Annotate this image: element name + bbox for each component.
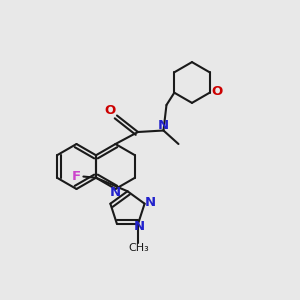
Text: CH₃: CH₃ xyxy=(128,243,149,253)
Text: N: N xyxy=(134,220,145,233)
Text: O: O xyxy=(211,85,223,98)
Text: N: N xyxy=(110,186,121,199)
Text: N: N xyxy=(144,196,156,209)
Text: O: O xyxy=(105,104,116,117)
Text: N: N xyxy=(158,118,169,132)
Text: F: F xyxy=(72,170,81,183)
